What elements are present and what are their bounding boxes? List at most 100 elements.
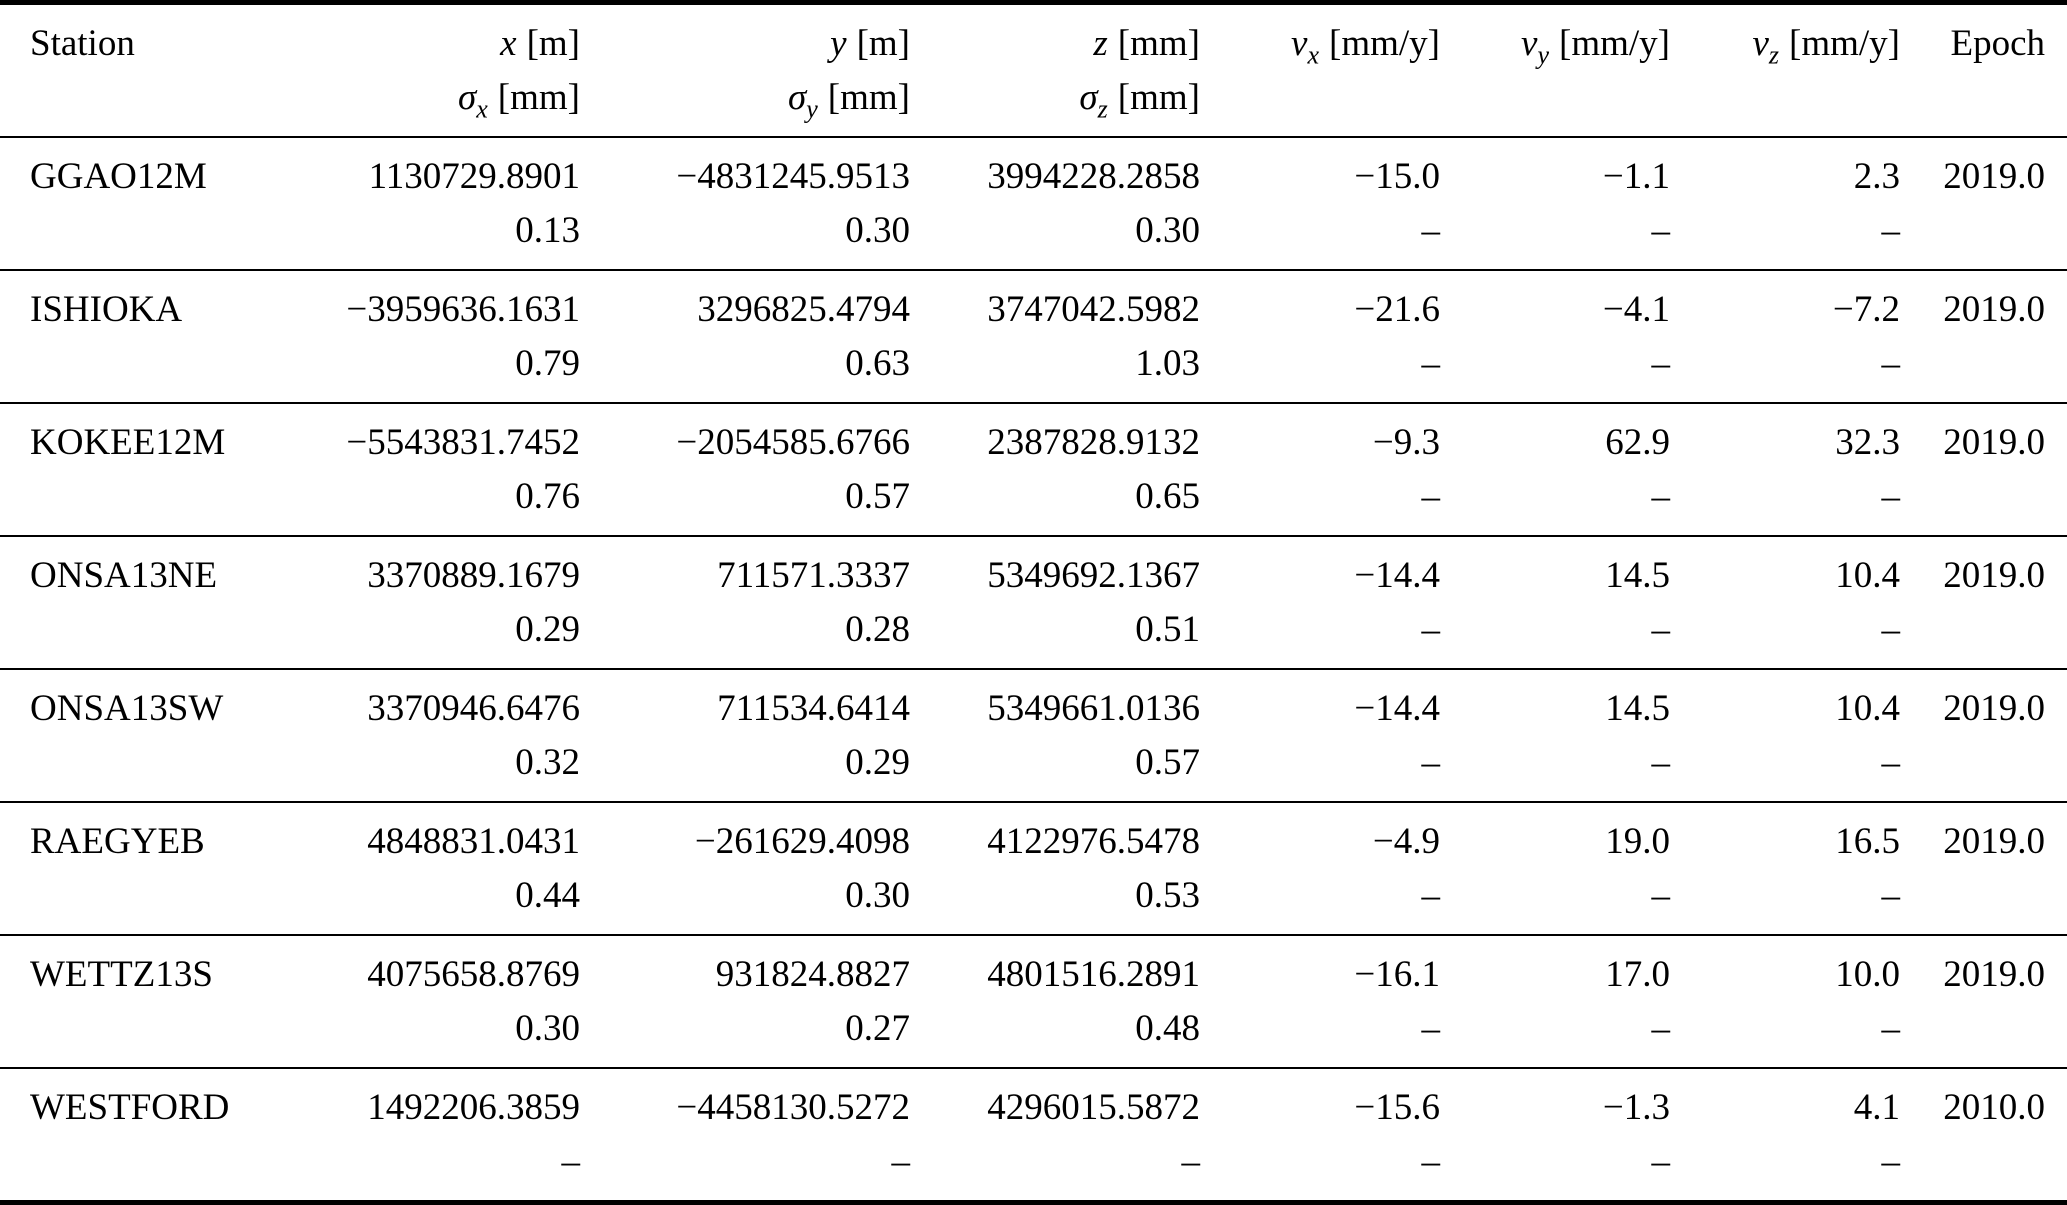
table-row: ISHIOKA −3959636.1631 0.79 3296825.4794 0.…: [0, 270, 2067, 403]
vx-sigma: –: [1421, 609, 1441, 650]
y-value: −2054585.6766: [676, 422, 910, 463]
vy-sigma: –: [1651, 343, 1671, 384]
x-value: 4075658.8769: [367, 954, 580, 995]
station-cell: ISHIOKA: [0, 270, 230, 403]
epoch-cell: 2019.0: [1900, 137, 2067, 270]
station-cell: KOKEE12M: [0, 403, 230, 536]
vx-value: −21.6: [1354, 289, 1440, 330]
z-sigma: 0.53: [1135, 875, 1200, 916]
x-sigma: 0.44: [515, 875, 580, 916]
z-cell: 3994228.2858 0.30: [910, 137, 1200, 270]
z-cell: 4122976.5478 0.53: [910, 802, 1200, 935]
station-name: WETTZ13S: [30, 954, 213, 995]
z-cell: 2387828.9132 0.65: [910, 403, 1200, 536]
header-epoch: Epoch: [1900, 3, 2067, 138]
z-sigma: –: [1181, 1141, 1201, 1182]
vz-cell: 4.1 –: [1670, 1068, 1900, 1203]
y-cell: 931824.8827 0.27: [580, 935, 910, 1068]
vx-sigma: –: [1421, 1008, 1441, 1049]
vy-cell: 14.5 –: [1440, 536, 1670, 669]
epoch-cell: 2019.0: [1900, 536, 2067, 669]
vx-value: −15.6: [1354, 1087, 1440, 1128]
y-value: −4458130.5272: [676, 1087, 910, 1128]
vz-cell: 16.5 –: [1670, 802, 1900, 935]
vx-value: −4.9: [1372, 821, 1440, 862]
epoch-value: 2019.0: [1943, 954, 2045, 995]
y-value: −261629.4098: [694, 821, 910, 862]
x-sigma: –: [561, 1141, 581, 1182]
epoch-cell: 2019.0: [1900, 669, 2067, 802]
x-value: 3370889.1679: [367, 555, 580, 596]
vx-cell: −9.3 –: [1200, 403, 1440, 536]
y-sigma: –: [891, 1141, 911, 1182]
header-y-label: y [m]: [830, 23, 910, 64]
epoch-cell: 2010.0: [1900, 1068, 2067, 1203]
table-row: WETTZ13S 4075658.8769 0.30 931824.8827 0.2…: [0, 935, 2067, 1068]
z-cell: 3747042.5982 1.03: [910, 270, 1200, 403]
y-sigma: 0.28: [845, 609, 910, 650]
header-vx-label: vx [mm/y]: [1291, 23, 1440, 70]
epoch-value: 2019.0: [1943, 289, 2045, 330]
table-row: WESTFORD 1492206.3859 – −4458130.5272 – 42…: [0, 1068, 2067, 1203]
z-sigma: 1.03: [1135, 343, 1200, 384]
vx-value: −15.0: [1354, 156, 1440, 197]
z-cell: 4296015.5872 –: [910, 1068, 1200, 1203]
x-value: 3370946.6476: [367, 688, 580, 729]
x-sigma: 0.76: [515, 476, 580, 517]
z-value: 3747042.5982: [987, 289, 1200, 330]
header-x: x [m] σx [mm]: [230, 3, 580, 138]
table-row: KOKEE12M −5543831.7452 0.76 −2054585.6766…: [0, 403, 2067, 536]
vx-sigma: –: [1421, 476, 1441, 517]
z-value: 3994228.2858: [987, 156, 1200, 197]
y-value: 711534.6414: [717, 688, 910, 729]
y-sigma: 0.30: [845, 875, 910, 916]
y-sigma: 0.27: [845, 1008, 910, 1049]
z-value: 2387828.9132: [987, 422, 1200, 463]
y-sigma: 0.30: [845, 210, 910, 251]
z-sigma: 0.48: [1135, 1008, 1200, 1049]
header-x-label: x [m]: [500, 23, 580, 64]
z-value: 4801516.2891: [987, 954, 1200, 995]
table-row: ONSA13SW 3370946.6476 0.32 711534.6414 0.2…: [0, 669, 2067, 802]
header-z-label: z [mm]: [1093, 23, 1200, 64]
y-cell: 3296825.4794 0.63: [580, 270, 910, 403]
y-cell: −4831245.9513 0.30: [580, 137, 910, 270]
vx-sigma: –: [1421, 1141, 1441, 1182]
table-row: RAEGYEB 4848831.0431 0.44 −261629.4098 0.3…: [0, 802, 2067, 935]
epoch-value: 2019.0: [1943, 156, 2045, 197]
vx-cell: −21.6 –: [1200, 270, 1440, 403]
z-cell: 5349692.1367 0.51: [910, 536, 1200, 669]
header-vz: vz [mm/y]: [1670, 3, 1900, 138]
vx-value: −14.4: [1354, 555, 1440, 596]
vx-sigma: –: [1421, 210, 1441, 251]
vy-sigma: –: [1651, 1008, 1671, 1049]
header-epoch-label: Epoch: [1950, 23, 2045, 64]
z-sigma: 0.30: [1135, 210, 1200, 251]
epoch-value: 2019.0: [1943, 821, 2045, 862]
station-cell: RAEGYEB: [0, 802, 230, 935]
vz-cell: 10.0 –: [1670, 935, 1900, 1068]
header-station: Station: [0, 3, 230, 138]
station-name: ONSA13NE: [30, 555, 218, 596]
vz-sigma: –: [1881, 742, 1901, 783]
vx-cell: −4.9 –: [1200, 802, 1440, 935]
station-name: GGAO12M: [30, 156, 207, 197]
y-value: 931824.8827: [715, 954, 910, 995]
x-cell: 4075658.8769 0.30: [230, 935, 580, 1068]
vx-value: −16.1: [1354, 954, 1440, 995]
header-vx: vx [mm/y]: [1200, 3, 1440, 138]
vz-sigma: –: [1881, 875, 1901, 916]
vy-value: 14.5: [1605, 555, 1670, 596]
y-sigma: 0.63: [845, 343, 910, 384]
station-name: WESTFORD: [30, 1087, 230, 1128]
z-sigma: 0.65: [1135, 476, 1200, 517]
station-name: RAEGYEB: [30, 821, 205, 862]
vy-value: −4.1: [1602, 289, 1670, 330]
x-value: 1492206.3859: [367, 1087, 580, 1128]
vx-cell: −15.0 –: [1200, 137, 1440, 270]
x-sigma: 0.29: [515, 609, 580, 650]
epoch-value: 2019.0: [1943, 688, 2045, 729]
vz-value: 16.5: [1835, 821, 1900, 862]
vy-value: −1.1: [1602, 156, 1670, 197]
x-value: −5543831.7452: [346, 422, 580, 463]
